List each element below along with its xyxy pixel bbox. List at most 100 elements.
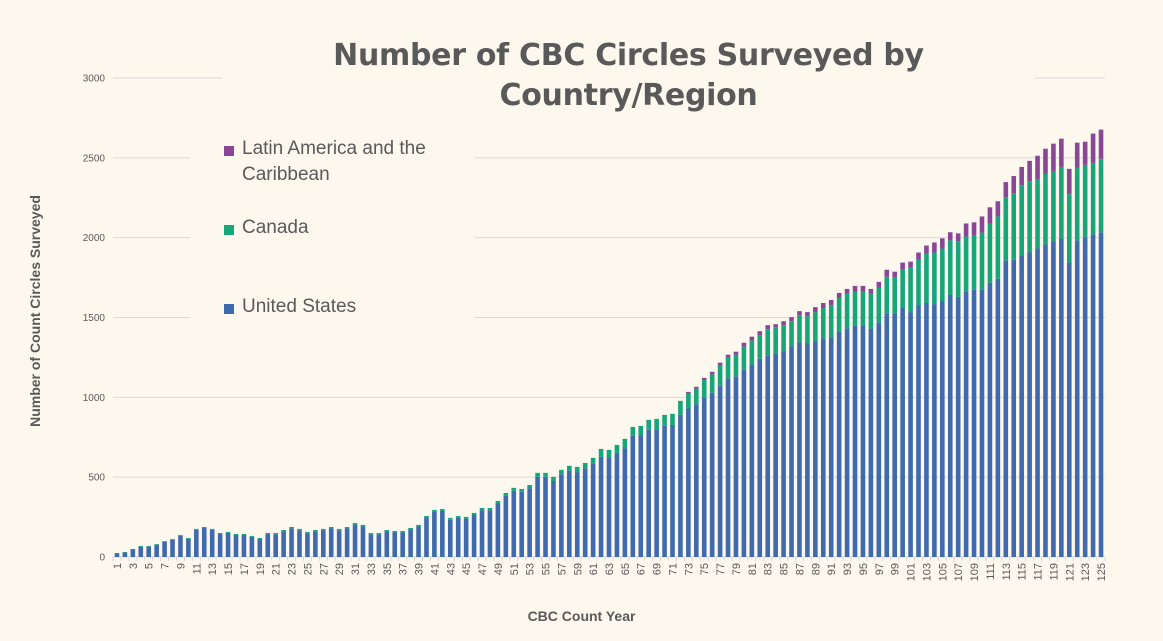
bar-segment bbox=[686, 391, 691, 394]
bar-segment bbox=[321, 528, 326, 531]
x-tick-label: 109 bbox=[969, 563, 981, 581]
x-tick-label: 105 bbox=[937, 563, 949, 581]
x-tick-label: 33 bbox=[366, 563, 378, 575]
x-tick-label: 121 bbox=[1064, 563, 1076, 581]
bar-segment bbox=[908, 312, 913, 557]
bar-segment bbox=[1090, 234, 1096, 557]
bar-segment bbox=[892, 271, 897, 278]
bar-segment bbox=[709, 374, 715, 393]
bar-segment bbox=[424, 515, 429, 518]
bar-segment bbox=[955, 233, 961, 242]
bar-segment bbox=[717, 385, 723, 557]
bar-segment bbox=[138, 545, 144, 547]
bar-segment bbox=[638, 435, 644, 557]
bar-segment bbox=[384, 531, 390, 557]
bar-segment bbox=[447, 519, 453, 557]
x-tick-label: 117 bbox=[1033, 563, 1045, 581]
legend: Latin America and the Caribbean Canada Un… bbox=[190, 132, 475, 332]
bar-segment bbox=[360, 526, 366, 557]
bar-segment bbox=[559, 469, 564, 475]
bar-segment bbox=[765, 355, 771, 557]
bar-segment bbox=[1019, 185, 1024, 256]
bar-segment bbox=[479, 510, 485, 557]
bar-segment bbox=[1059, 138, 1064, 167]
x-tick-label: 25 bbox=[302, 563, 314, 575]
bar-segment bbox=[305, 531, 310, 534]
bar-segment bbox=[614, 452, 620, 557]
bar-segment bbox=[1051, 143, 1056, 171]
bar-segment bbox=[892, 277, 897, 314]
bar-segment bbox=[400, 532, 405, 557]
y-tick-label: 1000 bbox=[83, 393, 106, 404]
bar-segment bbox=[170, 538, 175, 540]
bar-segment bbox=[693, 404, 699, 557]
bar-segment bbox=[963, 236, 969, 292]
x-tick-label: 31 bbox=[350, 563, 362, 575]
bar-segment bbox=[535, 476, 540, 557]
bar-segment bbox=[725, 378, 731, 557]
bar-segment bbox=[765, 325, 771, 330]
bar-segment bbox=[281, 530, 286, 532]
bar-segment bbox=[876, 287, 882, 323]
bar-segment bbox=[440, 508, 445, 512]
bar-segment bbox=[543, 472, 548, 477]
bar-segment bbox=[662, 414, 667, 426]
bar-segment bbox=[1090, 162, 1096, 235]
x-tick-label: 93 bbox=[842, 563, 854, 575]
bar-segment bbox=[884, 313, 890, 557]
bar-segment bbox=[162, 541, 167, 557]
legend-label: Canada bbox=[242, 217, 309, 238]
bar-segment bbox=[519, 491, 525, 557]
bar-segment bbox=[130, 549, 136, 557]
bar-segment bbox=[773, 353, 778, 557]
bar-segment bbox=[146, 545, 152, 547]
x-tick-label: 53 bbox=[525, 563, 537, 575]
bar-segment bbox=[1059, 166, 1064, 239]
bar-segment bbox=[749, 336, 755, 341]
bar-segment bbox=[852, 285, 858, 292]
bar-segment bbox=[1098, 232, 1104, 557]
bar-segment bbox=[987, 207, 993, 224]
bar-segment bbox=[201, 526, 207, 528]
x-tick-label: 111 bbox=[985, 563, 997, 580]
bar-segment bbox=[511, 487, 517, 491]
bar-segment bbox=[828, 305, 834, 338]
x-tick-label: 51 bbox=[509, 563, 521, 575]
bar-segment bbox=[606, 457, 612, 557]
bar-segment bbox=[987, 223, 993, 283]
bar-segment bbox=[1043, 173, 1048, 245]
bar-segment bbox=[209, 529, 215, 557]
bar-segment bbox=[376, 534, 382, 557]
bar-segment bbox=[265, 533, 271, 535]
bar-segment bbox=[368, 534, 374, 557]
x-tick-label: 37 bbox=[398, 563, 410, 575]
bar-segment bbox=[559, 474, 564, 557]
legend-item-united-states: United States bbox=[224, 294, 356, 320]
bar-segment bbox=[789, 321, 794, 347]
bar-segment bbox=[154, 544, 159, 545]
bar-segment bbox=[519, 488, 525, 492]
bar-segment bbox=[963, 291, 969, 557]
x-tick-label: 35 bbox=[382, 563, 394, 575]
bar-segment bbox=[1019, 255, 1024, 558]
x-tick-label: 39 bbox=[414, 563, 426, 575]
legend-swatch bbox=[224, 225, 234, 235]
bar-segment bbox=[940, 248, 945, 302]
bar-segment bbox=[654, 429, 659, 557]
x-tick-label: 55 bbox=[541, 563, 553, 575]
x-tick-label: 29 bbox=[334, 563, 346, 575]
bar-segment bbox=[186, 538, 191, 557]
bar-segment bbox=[455, 517, 461, 557]
bar-segment bbox=[447, 517, 453, 520]
bar-segment bbox=[987, 282, 993, 557]
bar-segment bbox=[249, 536, 255, 557]
bar-segment bbox=[971, 235, 977, 290]
bar-segment bbox=[551, 476, 556, 481]
bar-segment bbox=[789, 317, 794, 322]
bar-segment bbox=[813, 307, 818, 313]
y-tick-label: 3000 bbox=[83, 74, 106, 85]
x-tick-label: 11 bbox=[191, 563, 203, 574]
bar-segment bbox=[1027, 181, 1032, 253]
bar-segment bbox=[701, 380, 707, 398]
bar-segment bbox=[1011, 259, 1017, 557]
